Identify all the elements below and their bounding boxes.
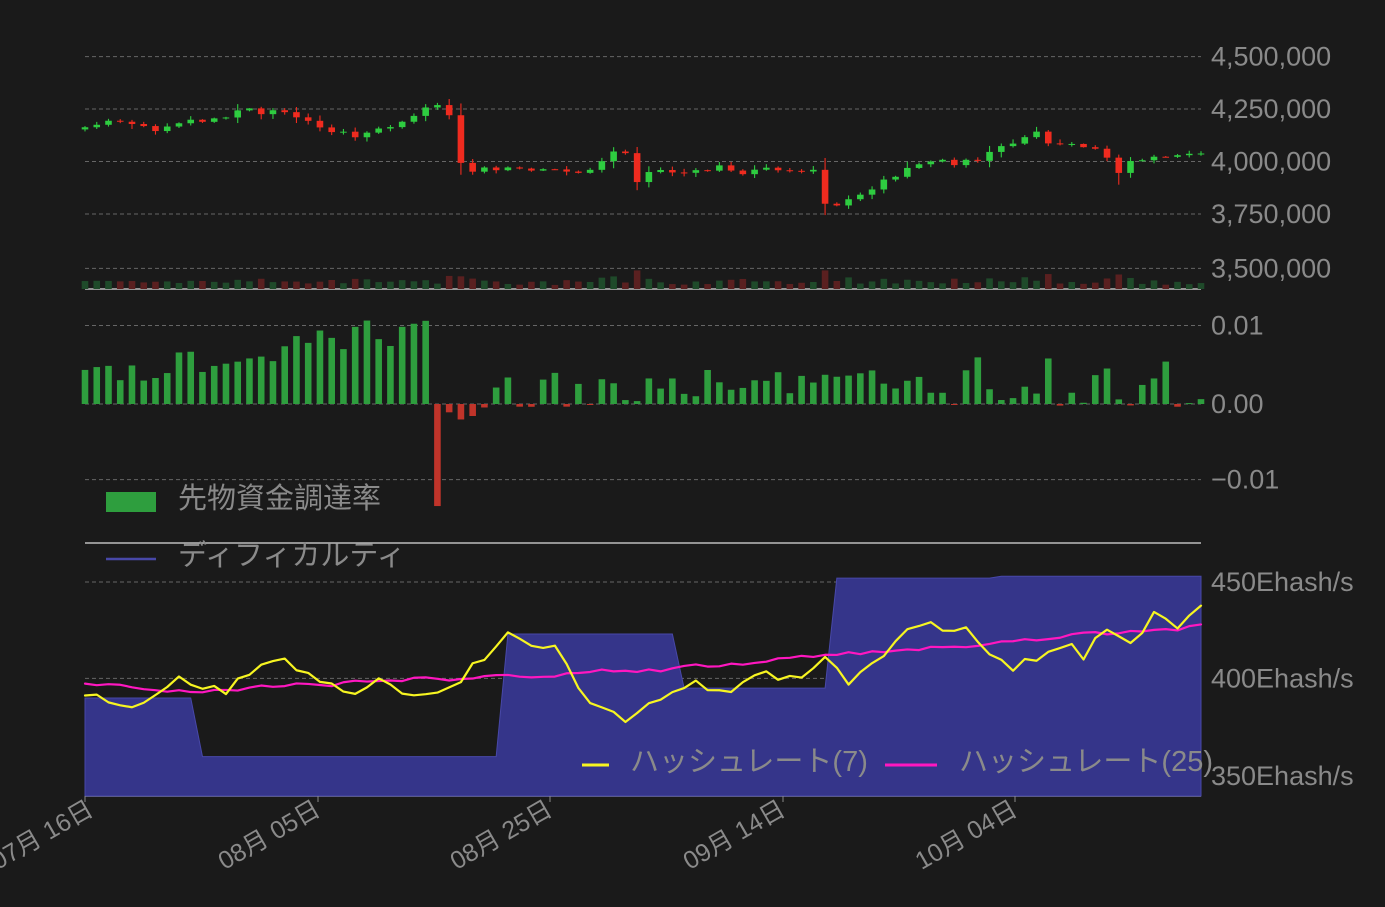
svg-text:−0.01: −0.01	[1211, 465, 1279, 495]
svg-text:先物資金調達率: 先物資金調達率	[178, 482, 381, 515]
svg-text:ハッシュレート(25): ハッシュレート(25)	[959, 746, 1213, 778]
svg-text:0.01: 0.01	[1211, 311, 1264, 341]
svg-text:450Ehash/s: 450Ehash/s	[1211, 567, 1354, 597]
svg-text:4,250,000: 4,250,000	[1211, 94, 1331, 124]
svg-text:ハッシュレート(7): ハッシュレート(7)	[630, 746, 868, 778]
svg-text:350Ehash/s: 350Ehash/s	[1211, 761, 1354, 791]
svg-text:0.00: 0.00	[1211, 389, 1264, 419]
svg-text:4,500,000: 4,500,000	[1211, 42, 1331, 72]
svg-text:3,500,000: 3,500,000	[1211, 253, 1331, 283]
svg-text:ディフィカルティ: ディフィカルティ	[178, 539, 406, 572]
svg-text:4,000,000: 4,000,000	[1211, 147, 1331, 177]
svg-text:3,750,000: 3,750,000	[1211, 199, 1331, 229]
svg-text:400Ehash/s: 400Ehash/s	[1211, 663, 1354, 693]
